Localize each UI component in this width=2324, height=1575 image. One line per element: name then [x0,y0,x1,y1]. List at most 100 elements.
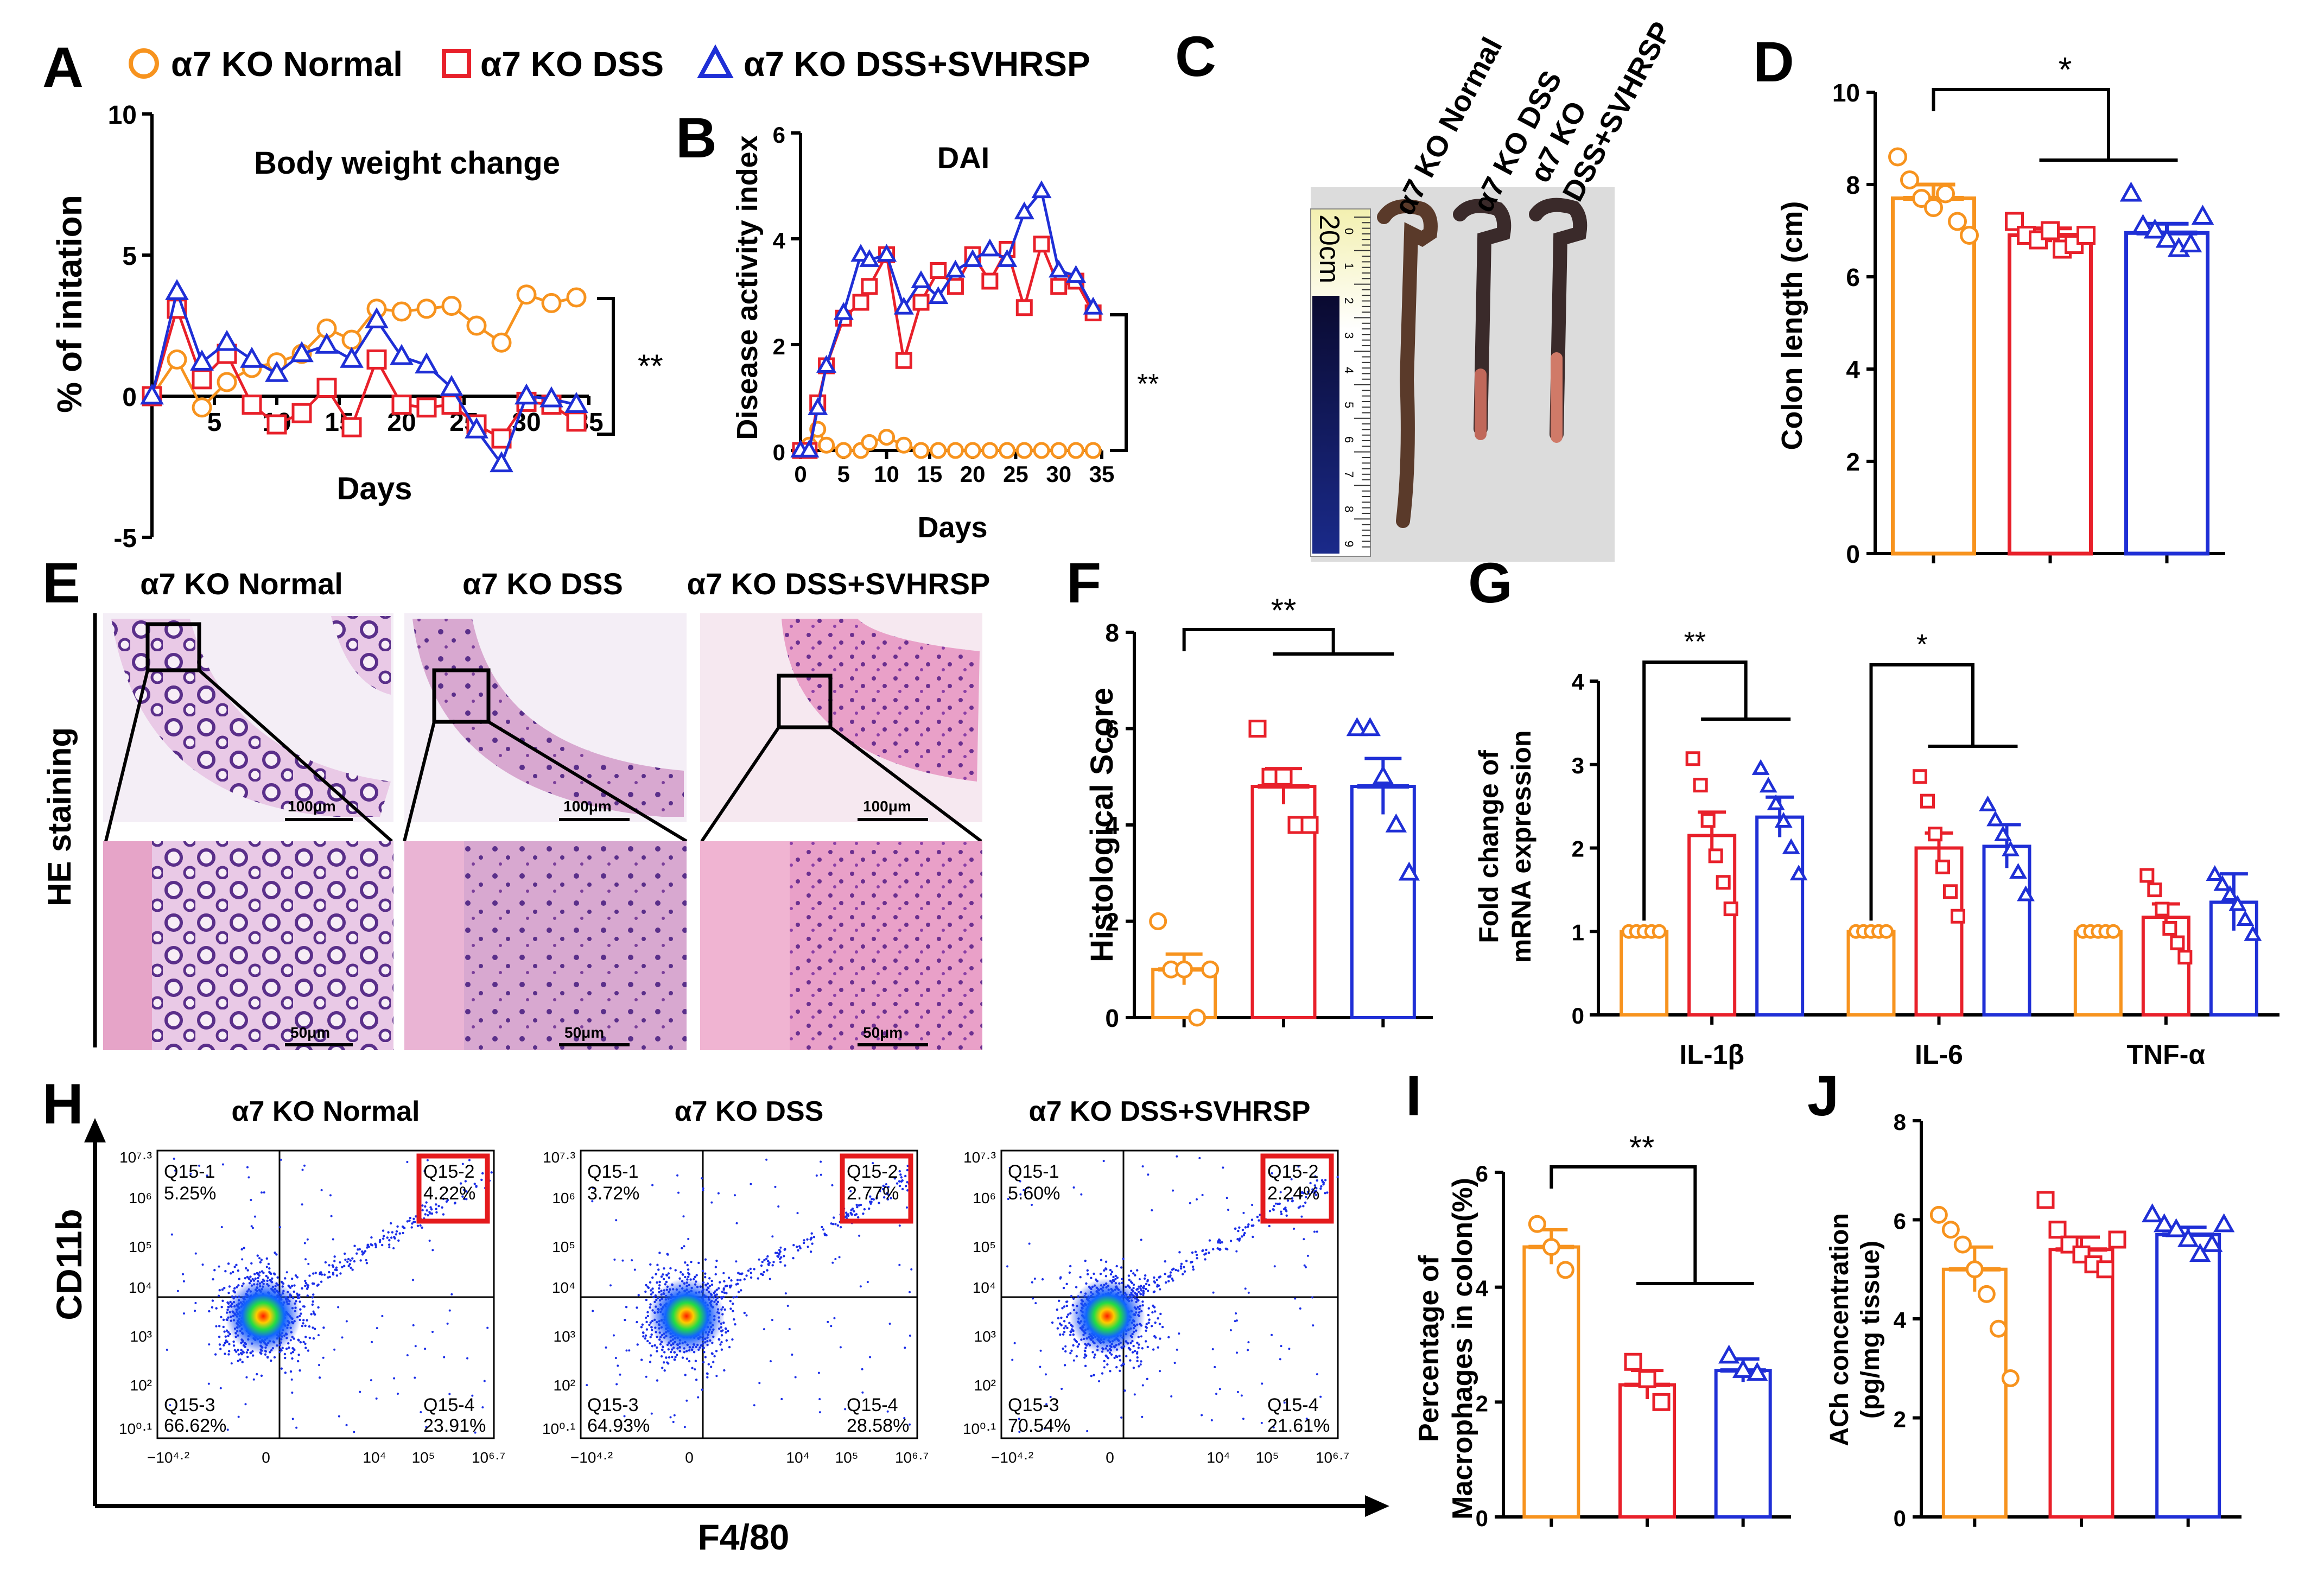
flow-event [276,1276,279,1279]
data-point [2162,920,2177,936]
flow-event [649,1342,651,1345]
flow-event [1238,1239,1241,1242]
flow-event [729,1284,733,1287]
quadrant-label-q2: Q15-2 [1267,1161,1319,1182]
data-point [2147,882,2162,898]
flow-event [450,1293,453,1295]
flow-event [856,1205,859,1209]
flow-event [395,1233,398,1236]
flow-event [1083,1356,1086,1359]
flow-event [725,1331,727,1334]
flow-event [1065,1304,1069,1307]
data-point [2153,1213,2175,1233]
flow-event [769,1278,771,1280]
data-point [1948,212,1967,231]
flow-event [194,1301,197,1304]
flow-event [723,1369,726,1372]
quadrant-value-q4: 28.58% [847,1415,909,1436]
flow-event [480,1178,483,1182]
flow-event [687,1272,690,1274]
flow-event [735,1295,738,1299]
data-point [1977,1285,1996,1303]
flow-event [290,1352,293,1355]
data-point [341,329,362,350]
flow-event [881,1187,885,1191]
flow-y-tick-label: 10⁴ [552,1279,575,1296]
flow-event [673,1414,676,1417]
flow-event [818,1398,821,1400]
flow-event [307,1349,310,1352]
flow-event [347,1258,350,1261]
he-zoom-line [829,726,982,843]
data-point [192,397,212,418]
data-point [2236,910,2255,926]
he-scale-label-bottom-normal: 50μm [290,1024,330,1041]
data-point [2041,221,2060,240]
bar [2008,233,2093,556]
flow-event [1140,1360,1142,1363]
flow-event [1191,1251,1194,1254]
data-point [1913,769,1927,784]
data-point [850,244,871,262]
flow-event [711,1352,714,1355]
flow-event [227,1262,230,1265]
flow-y-tick-label: 10⁷·³ [963,1149,996,1166]
data-point [1718,1344,1740,1364]
flow-event [731,1302,734,1305]
flow-event [1195,1198,1198,1201]
flow-event [218,1289,221,1292]
flow-event [374,1243,377,1247]
flow-event [830,1222,833,1225]
flow-event [681,1247,683,1250]
flow-event [339,1261,341,1264]
flow-event [905,1206,908,1209]
flow-event [1079,1275,1082,1279]
flow-event [859,1285,862,1288]
flow-event [709,1366,713,1368]
flow-event [246,1355,249,1358]
flow-event [1183,1270,1186,1273]
quadrant-label-q3: Q15-3 [164,1395,215,1415]
data-point [2170,935,2185,950]
flow-event [663,1369,666,1372]
flow-event [625,1349,628,1352]
flow-event [715,1375,718,1377]
flow-event [361,1250,364,1253]
flow-event [252,1378,255,1381]
flow-event [328,1264,331,1267]
flow-event [424,1348,427,1350]
flow-event [412,1324,415,1326]
flow-ylabel: CD11b [49,1209,89,1320]
flow-event [1064,1350,1067,1353]
flow-event [1148,1318,1151,1321]
flow-event [651,1276,654,1279]
flow-event [367,1246,370,1248]
flow-event [715,1350,718,1352]
flow-event [1072,1186,1075,1189]
flow-event [721,1329,724,1332]
flow-event [170,1233,173,1236]
flow-event [250,1262,253,1265]
flow-event [1138,1285,1140,1288]
flow-event [811,1242,814,1245]
flow-event [719,1343,722,1346]
category-label: IL-1β [1679,1039,1744,1070]
legend-marker-dss [442,49,471,78]
flow-event [1159,1312,1162,1316]
flow-event [1109,1269,1112,1272]
he-side-label: HE staining [41,727,78,906]
flow-event [1153,1280,1155,1283]
flow-event [707,1363,710,1366]
flow-event [668,1356,671,1359]
flow-event [1316,1230,1318,1233]
data-point [1556,1261,1574,1279]
flow-event [904,1174,907,1178]
data-point [876,244,897,262]
flow-event [1252,1235,1254,1239]
flow-event [661,1367,664,1369]
flow-event [778,1258,781,1260]
y-tick-label: 6 [1105,715,1119,744]
flow-event [1136,1269,1139,1272]
flow-event [1242,1418,1244,1420]
